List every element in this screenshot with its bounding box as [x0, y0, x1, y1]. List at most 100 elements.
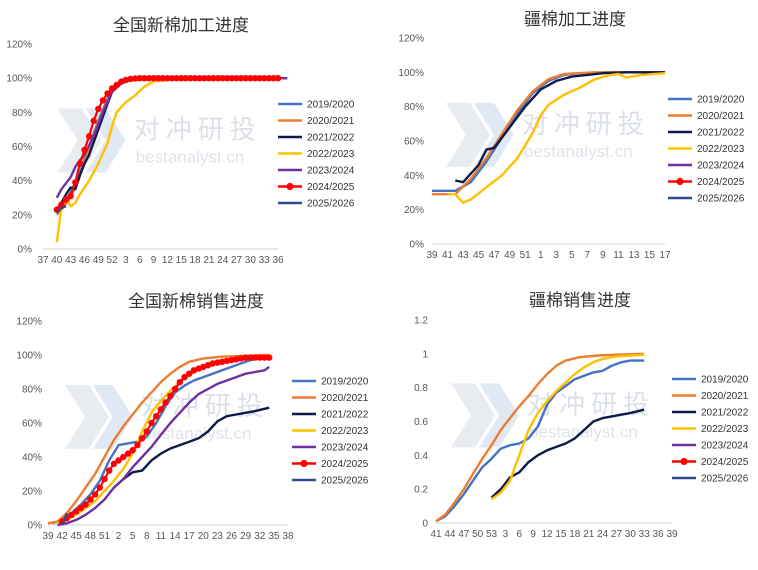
x-tick-label: 3 — [123, 255, 129, 266]
series-marker-2024-2025 — [182, 75, 189, 82]
x-tick-label: 8 — [144, 531, 150, 542]
chart-title: 全国新棉加工进度 — [113, 16, 249, 36]
series-line-2022-2023 — [490, 353, 645, 501]
series-marker-2024-2025 — [223, 357, 230, 365]
y-tick-label: 1 — [422, 349, 428, 360]
series-marker-2024-2025 — [96, 484, 104, 491]
x-tick-label: 20 — [198, 531, 210, 542]
x-tick-label: 47 — [458, 529, 470, 540]
watermark-logo-right — [92, 384, 133, 449]
x-tick-label: 32 — [254, 531, 266, 542]
watermark-logo-left — [64, 384, 109, 449]
y-tick-label: 40% — [404, 171, 424, 182]
series-marker-2024-2025 — [251, 75, 259, 82]
x-tick-label: 13 — [628, 250, 640, 261]
series-marker-2024-2025 — [72, 179, 79, 186]
legend-label: 2024/2025 — [307, 182, 355, 193]
legend-label: 2023/2024 — [697, 161, 745, 172]
series-marker-2024-2025 — [76, 160, 84, 167]
series-line-2025-2026 — [55, 205, 67, 214]
legend-label: 2021/2022 — [321, 410, 369, 421]
y-tick-label: 0.4 — [414, 451, 428, 462]
series-marker-2024-2025 — [228, 75, 236, 82]
legend-label: 2022/2023 — [307, 149, 355, 160]
legend-label: 2023/2024 — [307, 166, 355, 177]
x-tick-label: 21 — [203, 255, 215, 266]
series-marker-2024-2025 — [164, 75, 171, 82]
x-tick-label: 53 — [486, 529, 498, 540]
series-marker-2024-2025 — [141, 75, 148, 82]
x-tick-label: 48 — [85, 531, 97, 542]
legend-label: 2023/2024 — [701, 441, 749, 452]
legend-label: 2019/2020 — [307, 100, 355, 111]
series-marker-2024-2025 — [266, 354, 273, 361]
x-tick-label: 30 — [245, 255, 257, 266]
series-line-2020-2021 — [432, 71, 665, 196]
y-tick-label: 120% — [398, 34, 424, 45]
x-tick-label: 52 — [107, 255, 119, 266]
x-tick-label: 17 — [659, 250, 671, 261]
series-marker-2024-2025 — [127, 75, 134, 83]
legend-marker — [286, 182, 294, 191]
y-tick-label: 40% — [12, 176, 32, 187]
series-marker-2024-2025 — [159, 75, 166, 82]
plot-area — [47, 353, 273, 527]
legend-label: 2024/2025 — [697, 177, 745, 188]
series-marker-2024-2025 — [101, 475, 108, 483]
watermark-logo-right — [473, 102, 514, 167]
x-tick-label: 49 — [504, 250, 516, 261]
series-marker-2024-2025 — [178, 75, 185, 82]
x-tick-label: 15 — [644, 250, 656, 261]
y-tick-label: 120% — [16, 317, 42, 328]
y-tick-label: 0 — [422, 519, 428, 530]
y-tick-label: 0.6 — [414, 417, 428, 428]
series-marker-2024-2025 — [110, 460, 118, 467]
legend-label: 2020/2021 — [307, 116, 355, 127]
x-tick-label: 5 — [569, 250, 575, 261]
series-marker-2024-2025 — [134, 441, 141, 449]
x-tick-label: 43 — [458, 250, 470, 261]
series-marker-2024-2025 — [124, 450, 132, 457]
legend-label: 2021/2022 — [701, 408, 749, 419]
x-tick-label: 39 — [42, 531, 54, 542]
x-tick-label: 24 — [217, 255, 229, 266]
series-marker-2024-2025 — [113, 81, 120, 89]
y-tick-label: 100% — [6, 74, 32, 85]
x-tick-label: 43 — [65, 255, 77, 266]
x-tick-label: 12 — [162, 255, 174, 266]
watermark-logo-left — [451, 383, 496, 448]
series-marker-2024-2025 — [176, 379, 183, 386]
x-tick-label: 11 — [156, 531, 167, 542]
series-marker-2024-2025 — [145, 75, 153, 82]
y-tick-label: 80% — [12, 108, 32, 119]
x-tick-label: 51 — [99, 531, 111, 542]
series-marker-2024-2025 — [242, 75, 249, 82]
series-marker-2024-2025 — [138, 435, 146, 442]
x-tick-label: 33 — [639, 529, 651, 540]
series-marker-2024-2025 — [270, 75, 277, 82]
x-tick-label: 41 — [442, 250, 454, 261]
legend-label: 2020/2021 — [697, 111, 745, 122]
y-tick-label: 60% — [12, 142, 32, 153]
x-tick-label: 45 — [71, 531, 83, 542]
series-marker-2024-2025 — [148, 419, 155, 427]
series-marker-2024-2025 — [153, 413, 160, 420]
y-tick-label: 20% — [12, 210, 32, 221]
watermark-logo-left — [445, 102, 490, 167]
series-marker-2024-2025 — [62, 196, 70, 203]
series-marker-2024-2025 — [162, 399, 169, 406]
legend-label: 2025/2026 — [321, 476, 369, 487]
legend: 2019/2020 2020/2021 2021/2022 2022/2023 2023… — [672, 375, 749, 485]
x-tick-label: 40 — [51, 255, 63, 266]
series-marker-2024-2025 — [143, 428, 150, 435]
y-tick-label: 100% — [398, 68, 424, 79]
series-marker-2024-2025 — [81, 146, 88, 154]
x-tick-label: 51 — [520, 250, 532, 261]
x-tick-label: 41 — [430, 529, 442, 540]
series-line-2020-2021 — [47, 353, 270, 525]
x-tick-label: 17 — [184, 531, 196, 542]
y-tick-label: 40% — [22, 453, 42, 464]
